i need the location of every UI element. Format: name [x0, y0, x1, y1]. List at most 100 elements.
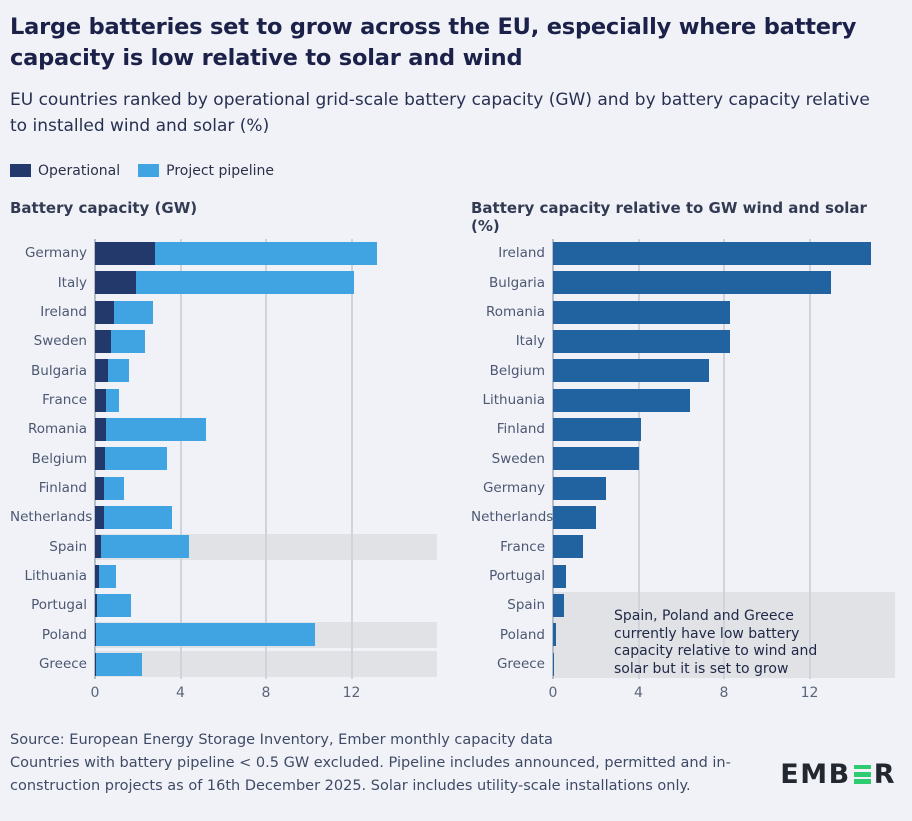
bar-greece-project-pipeline — [96, 652, 143, 676]
bar-romania-project-pipeline — [105, 417, 207, 441]
axis-tick-label: 12 — [342, 684, 361, 701]
bar-italy-project-pipeline — [135, 271, 354, 295]
battery-capacity-chart: Battery capacity (GW) Germany Italy Irelan… — [10, 199, 437, 707]
bar-sweden-battery-capacity-relative-to-wind-and-solar — [553, 447, 639, 471]
category-label: Netherlands — [471, 509, 554, 526]
bar-track — [95, 268, 437, 297]
bar-row: France — [10, 385, 437, 414]
source-note: Source: European Energy Storage Inventor… — [10, 729, 738, 798]
bar-track — [553, 268, 895, 297]
category-label: Germany — [24, 245, 87, 262]
bar-sweden-project-pipeline — [111, 329, 146, 353]
bar-track — [553, 532, 895, 561]
note-line: Countries with battery pipeline < 0.5 GW… — [10, 754, 731, 794]
bar-track — [95, 415, 437, 444]
category-label: Romania — [485, 304, 545, 321]
category-label: Spain — [49, 538, 87, 555]
category-label: Finland — [496, 421, 545, 438]
bar-france-project-pipeline — [105, 388, 119, 412]
category-label: Italy — [57, 274, 87, 291]
annotation-line: currently have low battery — [614, 625, 800, 642]
category-label: Bulgaria — [31, 362, 87, 379]
axis-tick-label: 8 — [719, 684, 729, 701]
gridline — [637, 238, 640, 679]
bar-rows: Germany Italy Ireland Sweden Bulgaria France R… — [10, 239, 437, 679]
page: Large batteries set to grow across the E… — [10, 14, 902, 798]
bar-row: Lithuania — [10, 561, 437, 590]
bar-track — [95, 327, 437, 356]
bar-bulgaria-operational — [95, 359, 108, 383]
category-label: Sweden — [491, 450, 545, 467]
bar-portugal-project-pipeline — [97, 593, 132, 617]
bar-row: Portugal — [10, 591, 437, 620]
bar-portugal-battery-capacity-relative-to-wind-and-solar — [553, 564, 566, 588]
annotation-line: solar but it is set to grow — [614, 661, 789, 678]
pipeline-swatch-icon — [138, 164, 160, 178]
category-label: Lithuania — [24, 568, 87, 585]
bar-row: Netherlands — [10, 503, 437, 532]
bar-row: Finland — [10, 473, 437, 502]
bar-row: Spain — [471, 591, 895, 620]
left-chart-plot: Germany Italy Ireland Sweden Bulgaria France R… — [10, 238, 437, 707]
bar-track — [553, 473, 895, 502]
bar-italy-operational — [95, 271, 136, 295]
bar-belgium-battery-capacity-relative-to-wind-and-solar — [553, 359, 710, 383]
bar-spain-project-pipeline — [101, 535, 190, 559]
bar-lithuania-battery-capacity-relative-to-wind-and-solar — [553, 388, 690, 412]
battery-relative-chart: Battery capacity relative to GW wind and… — [471, 199, 895, 707]
category-label: Germany — [482, 480, 545, 497]
category-label: France — [500, 538, 545, 555]
bar-track — [553, 415, 895, 444]
bar-ireland-operational — [95, 300, 115, 324]
axis-tick-label: 0 — [90, 684, 100, 701]
bar-bulgaria-project-pipeline — [107, 359, 130, 383]
annotation-line: Spain, Poland and Greece — [614, 607, 794, 624]
category-label: Portugal — [31, 597, 87, 614]
ember-logo-green-e-icon — [853, 764, 871, 784]
bar-row: Bulgaria — [471, 268, 895, 297]
bar-france-operational — [95, 388, 106, 412]
category-label: France — [42, 392, 87, 409]
bar-spain-operational — [95, 535, 102, 559]
bar-track — [95, 503, 437, 532]
chart-subtitle: EU countries ranked by operational grid-… — [10, 90, 870, 137]
bar-row: Sweden — [471, 444, 895, 473]
right-chart-heading: Battery capacity relative to GW wind and… — [471, 198, 867, 235]
bar-row: France — [471, 532, 895, 561]
bar-portugal-operational — [95, 593, 98, 617]
bar-netherlands-battery-capacity-relative-to-wind-and-solar — [553, 505, 596, 529]
bar-sweden-operational — [95, 329, 112, 353]
bar-poland-battery-capacity-relative-to-wind-and-solar — [553, 623, 557, 647]
bar-track — [95, 649, 437, 678]
bar-track — [95, 297, 437, 326]
bar-lithuania-operational — [95, 564, 100, 588]
bar-lithuania-project-pipeline — [99, 564, 117, 588]
bar-track — [553, 385, 895, 414]
bar-row: Italy — [10, 268, 437, 297]
bar-finland-battery-capacity-relative-to-wind-and-solar — [553, 417, 641, 441]
axis-tick-label: 8 — [261, 684, 271, 701]
gridline — [265, 238, 267, 679]
gridline — [723, 238, 725, 679]
gridline — [808, 238, 811, 679]
bar-track — [95, 620, 437, 649]
bar-romania-operational — [95, 417, 106, 441]
category-label: Greece — [496, 656, 545, 673]
category-label: Poland — [499, 626, 545, 643]
x-axis: 0 4 8 12 — [91, 684, 437, 705]
category-label: Ireland — [498, 245, 545, 262]
bar-row: Spain — [10, 532, 437, 561]
bar-track — [95, 444, 437, 473]
bar-track — [95, 385, 437, 414]
footer: Source: European Energy Storage Inventor… — [10, 729, 902, 798]
bar-track — [553, 297, 895, 326]
bar-row: Belgium — [471, 356, 895, 385]
category-label: Poland — [41, 626, 87, 643]
legend-item-pipeline: Project pipeline — [138, 163, 274, 179]
category-label: Portugal — [489, 568, 545, 585]
x-axis: 0 4 8 12 — [549, 684, 895, 705]
category-label: Netherlands — [10, 509, 93, 526]
bar-bulgaria-battery-capacity-relative-to-wind-and-solar — [553, 271, 831, 295]
legend-item-operational: Operational — [10, 163, 120, 179]
chart-title: Large batteries set to grow across the E… — [10, 14, 857, 72]
